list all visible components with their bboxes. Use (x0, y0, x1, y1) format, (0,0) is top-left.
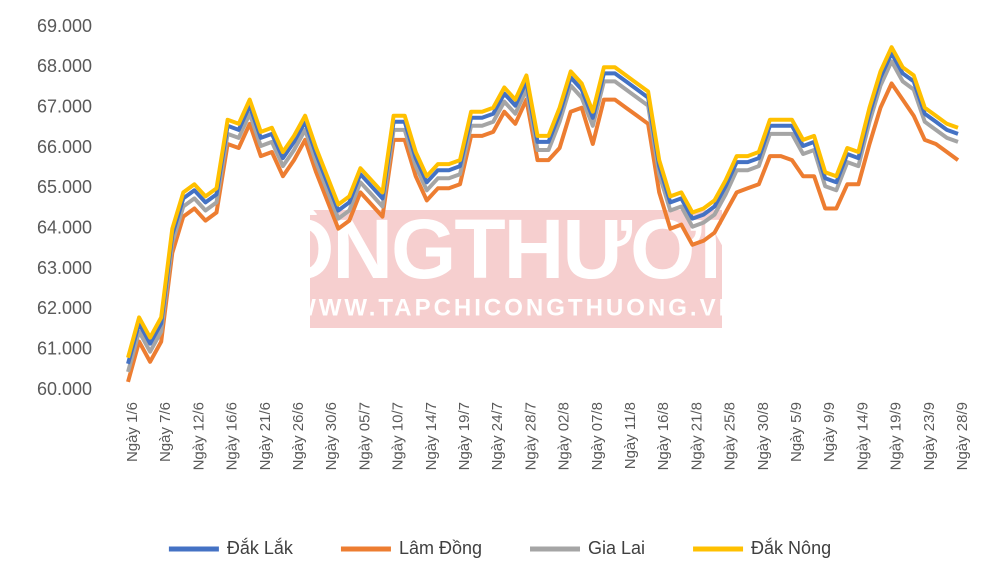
series-line (126, 59, 959, 373)
x-tick-label: Ngày 14/9 (854, 402, 871, 470)
x-tick-label: Ngày 11/8 (622, 402, 639, 469)
x-tick-label: Ngày 30/8 (755, 402, 772, 470)
y-tick-label: 67.000 (37, 96, 92, 116)
x-tick-label: Ngày 7/6 (157, 402, 174, 462)
x-tick-label: Ngày 02/8 (556, 402, 573, 470)
y-tick-label: 68.000 (37, 56, 92, 76)
x-tick-label: Ngày 12/6 (190, 402, 207, 470)
x-tick-label: Ngày 10/7 (390, 402, 407, 470)
legend-label: Đắk Lắk (227, 537, 294, 558)
series-line (126, 81, 960, 383)
y-tick-label: 61.000 (37, 338, 92, 358)
y-tick-label: 69.000 (37, 16, 92, 36)
x-tick-label: Ngày 16/6 (224, 402, 241, 470)
x-tick-label: Ngày 19/9 (888, 402, 905, 470)
x-tick-label: Ngày 07/8 (589, 402, 606, 470)
x-tick-label: Ngày 1/6 (124, 402, 141, 462)
x-tick-label: Ngày 30/6 (323, 402, 340, 470)
y-tick-label: 60.000 (37, 379, 92, 399)
x-tick-label: Ngày 26/6 (290, 402, 307, 470)
x-tick-label: Ngày 21/8 (688, 402, 705, 470)
x-tick-label: Ngày 9/9 (821, 402, 838, 462)
legend-label: Đắk Nông (751, 537, 831, 558)
legend-label: Gia Lai (588, 538, 645, 558)
x-tick-label: Ngày 24/7 (489, 402, 506, 470)
x-tick-label: Ngày 19/7 (456, 402, 473, 470)
x-tick-label: Ngày 28/9 (954, 402, 971, 470)
legend-label: Lâm Đồng (399, 538, 482, 558)
y-tick-label: 64.000 (37, 217, 92, 237)
y-tick-label: 62.000 (37, 298, 92, 318)
x-tick-label: Ngày 05/7 (356, 402, 373, 470)
watermark-url: WWW.TAPCHICONGTHUONG.VN (293, 294, 739, 321)
x-tick-label: Ngày 23/9 (921, 402, 938, 470)
x-tick-label: Ngày 5/9 (788, 402, 805, 462)
x-tick-label: Ngày 21/6 (257, 402, 274, 470)
series-line (126, 45, 959, 359)
watermark-box (310, 210, 722, 328)
y-tick-label: 63.000 (37, 258, 92, 278)
x-tick-label: Ngày 28/7 (522, 402, 539, 470)
x-tick-label: Ngày 14/7 (423, 402, 440, 470)
x-tick-label: Ngày 16/8 (655, 402, 672, 470)
y-tick-label: 65.000 (37, 177, 92, 197)
watermark-title: CÔNGTHƯƠNG (210, 202, 821, 296)
x-tick-label: Ngày 25/8 (722, 402, 739, 470)
y-tick-label: 66.000 (37, 137, 92, 157)
